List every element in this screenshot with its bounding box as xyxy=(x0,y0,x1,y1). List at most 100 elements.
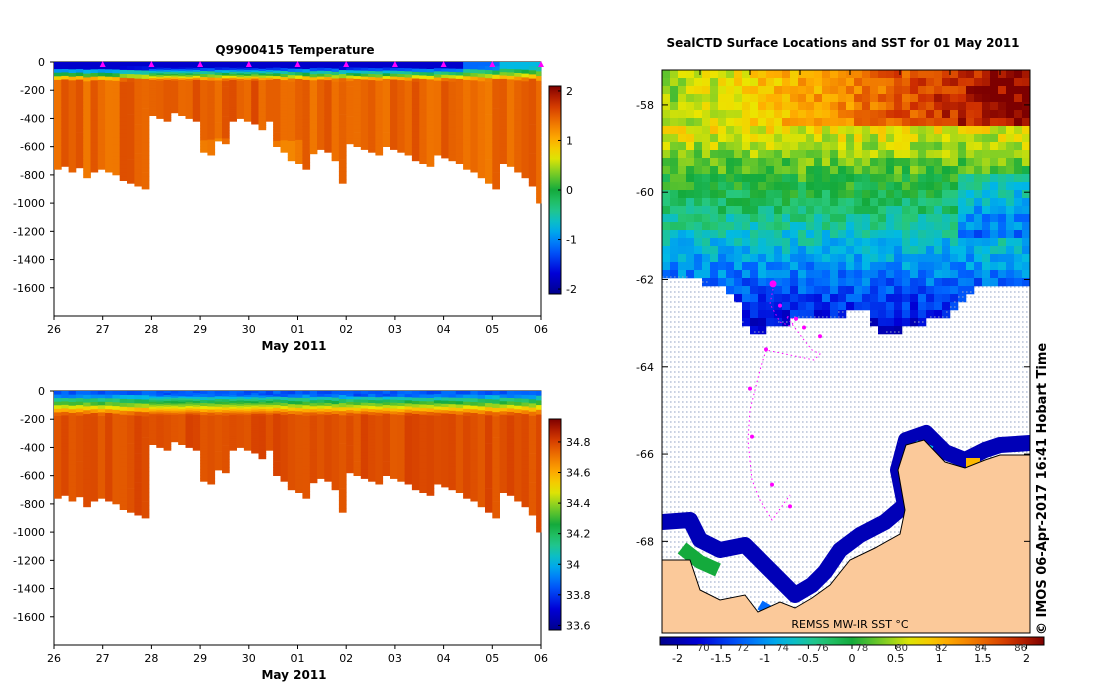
salinity-cell xyxy=(83,487,91,492)
temperature-cell xyxy=(243,109,252,112)
temperature-cell xyxy=(455,136,464,141)
temperature-cell xyxy=(404,105,413,109)
salinity-cell xyxy=(426,418,435,423)
temperature-cell xyxy=(273,73,281,77)
temperature-cell xyxy=(309,68,318,72)
salinity-cell xyxy=(178,403,186,406)
salinity-cell xyxy=(258,406,267,410)
temperature-cell xyxy=(331,147,340,152)
sst-cell xyxy=(734,70,743,79)
sst-cell xyxy=(726,158,735,167)
sst-cell xyxy=(782,150,791,159)
salinity-cell xyxy=(353,464,362,468)
temperature-cell xyxy=(470,91,479,96)
salinity-cell xyxy=(528,453,537,458)
temperature-cell xyxy=(54,122,62,127)
temperature-cell xyxy=(521,73,530,78)
salinity-cell xyxy=(163,438,172,441)
temperature-cell xyxy=(127,130,135,136)
salinity-cell xyxy=(477,418,486,423)
sst-cell xyxy=(718,102,727,111)
sst-cell xyxy=(774,118,783,127)
sst-cell xyxy=(726,206,735,215)
salinity-cell xyxy=(353,447,362,451)
sst-cell xyxy=(942,102,951,111)
temperature-cell xyxy=(455,95,464,100)
sst-cell xyxy=(814,206,823,215)
temperature-cell xyxy=(134,173,143,179)
sst-cell xyxy=(662,182,671,191)
salinity-cell xyxy=(75,443,84,448)
salinity-cell xyxy=(229,426,237,429)
salinity-cell xyxy=(309,464,318,468)
temperature-cell xyxy=(346,116,354,120)
sst-cell xyxy=(726,182,735,191)
salinity-cell xyxy=(68,394,77,399)
temperature-cell xyxy=(61,69,69,73)
sst-cell xyxy=(750,190,759,199)
salinity-cell xyxy=(536,518,542,524)
salinity-cell xyxy=(170,418,179,421)
salinity-cell xyxy=(149,421,157,424)
sst-cell xyxy=(854,78,863,87)
temperature-cell xyxy=(375,148,384,153)
sst-cell xyxy=(878,94,887,103)
temperature-cell xyxy=(455,65,464,70)
salinity-cell xyxy=(463,419,471,424)
salinity-cell xyxy=(331,433,340,438)
sst-cell xyxy=(742,206,751,215)
temperature-cell xyxy=(97,126,106,131)
temperature-cell xyxy=(470,117,479,122)
temperature-cell xyxy=(382,87,391,91)
salinity-cell xyxy=(411,430,420,435)
temperature-cell xyxy=(97,87,106,91)
salinity-cell xyxy=(470,464,479,469)
salinity-cell xyxy=(192,438,201,441)
salinity-cell xyxy=(338,451,347,457)
sst-cell xyxy=(702,78,711,87)
temperature-cell xyxy=(295,99,303,104)
salinity-cell xyxy=(54,462,62,467)
salinity-cell xyxy=(156,402,164,405)
salinity-cell xyxy=(222,461,230,465)
salinity-cell xyxy=(214,393,223,397)
temperature-cell xyxy=(463,83,471,88)
sst-cell xyxy=(942,94,951,103)
temperature-cell xyxy=(251,111,259,115)
salinity-cell xyxy=(134,494,143,499)
temperature-cell xyxy=(149,112,157,115)
sst-cell xyxy=(966,142,975,151)
sst-cell xyxy=(758,126,767,135)
temperature-cell xyxy=(236,73,245,76)
salinity-cell xyxy=(295,418,303,422)
sst-cell xyxy=(870,118,879,127)
salinity-cell xyxy=(265,420,274,423)
temperature-cell xyxy=(368,107,376,111)
temperature-cell xyxy=(521,92,530,98)
salinity-cell xyxy=(477,491,486,496)
temperature-cell xyxy=(346,135,354,139)
sst-cell xyxy=(1022,182,1030,191)
salinity-cell xyxy=(185,411,194,414)
salinity-cell xyxy=(185,392,194,396)
sst-cell xyxy=(918,134,927,143)
temperature-cell xyxy=(411,104,420,109)
temperature-cell xyxy=(514,62,522,67)
temperature-cell xyxy=(433,80,442,85)
temperature-cell xyxy=(236,77,245,80)
salinity-cell xyxy=(397,427,405,431)
y-tick-label: -1200 xyxy=(13,554,45,567)
salinity-cell xyxy=(499,458,508,463)
temperature-cell xyxy=(119,97,128,102)
temperature-cell xyxy=(251,78,259,82)
salinity-cell xyxy=(433,403,442,407)
temperature-cell xyxy=(54,165,62,170)
temperature-cell xyxy=(390,102,398,107)
sst-cell xyxy=(1014,206,1023,215)
salinity-cell xyxy=(309,412,318,416)
salinity-cell xyxy=(112,402,121,407)
temperature-cell xyxy=(287,85,296,89)
temperature-cell xyxy=(506,131,515,136)
salinity-cell xyxy=(222,453,230,457)
sst-cell xyxy=(686,174,695,183)
